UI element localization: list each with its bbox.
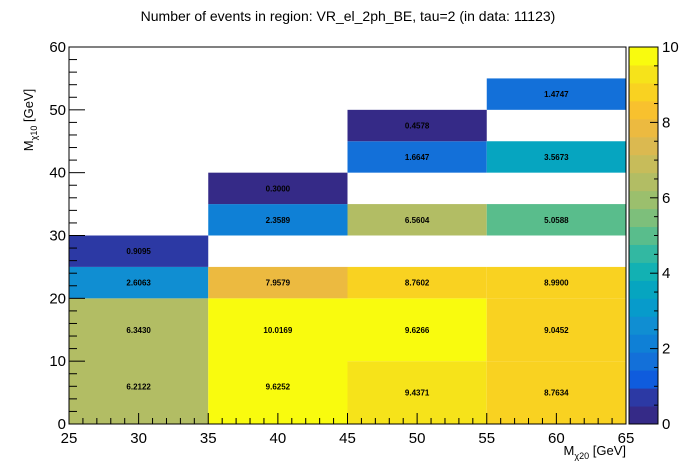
colorbar-swatch: [629, 208, 658, 228]
heatmap-cell: [486, 298, 626, 362]
colorbar-swatch: [629, 64, 658, 84]
colorbar-tick-label: 4: [662, 265, 670, 282]
y-tick-label: 30: [49, 228, 66, 245]
colorbar-swatch: [629, 226, 658, 245]
cell-value-label: 10.0169: [263, 326, 292, 335]
colorbar-swatch: [629, 316, 658, 335]
heatmap-cell: [486, 78, 626, 110]
cell-value-label: 1.6647: [405, 153, 430, 162]
colorbar-tick-label: 0: [662, 416, 670, 433]
colorbar-swatch: [629, 334, 658, 353]
heatmap-cell: [69, 298, 209, 424]
heatmap-cell: [486, 266, 626, 299]
colorbar-tick-label: 8: [662, 114, 670, 131]
colorbar-swatch: [629, 47, 658, 66]
cell-value-label: 1.4747: [544, 90, 569, 99]
colorbar-swatch: [629, 172, 658, 192]
heatmap-cell: [347, 298, 487, 362]
colorbar-tick-label: 2: [662, 341, 670, 358]
colorbar-swatch: [629, 118, 658, 138]
x-tick-label: 35: [200, 430, 217, 447]
y-tick-label: 60: [49, 39, 66, 56]
cell-value-label: 2.6063: [126, 279, 151, 288]
cell-value-label: 5.0588: [544, 216, 569, 225]
colorbar-tick-label: 6: [662, 190, 670, 207]
cell-value-label: 2.3589: [266, 216, 291, 225]
heatmap-cell: [486, 141, 626, 173]
y-tick-label: 20: [49, 290, 66, 307]
heatmap-cell: [69, 266, 209, 299]
axes: 25 30 35 40 45 50 55 60 65 0 10 20 30 40 50 60: [49, 39, 634, 447]
heatmap-cell: [208, 172, 348, 205]
heatmap-cell: [486, 204, 626, 236]
heatmap-cell: [347, 109, 487, 142]
x-tick-label: 50: [409, 430, 426, 447]
cell-value-label: 9.4371: [405, 389, 430, 398]
colorbar-swatch: [629, 190, 658, 210]
colorbar-swatch: [629, 280, 658, 299]
cell-value-label: 0.4578: [405, 122, 430, 131]
y-tick-label: 10: [49, 353, 66, 370]
x-tick-label: 55: [478, 430, 495, 447]
heatmap-cells: [69, 78, 626, 424]
colorbar-swatch: [629, 406, 658, 425]
cell-value-label: 9.0452: [544, 326, 569, 335]
colorbar-swatch: [629, 244, 658, 263]
colorbar-swatch: [629, 100, 658, 120]
cell-value-label: 0.9095: [126, 247, 151, 256]
heatmap-cell: [208, 266, 348, 299]
heatmap-cell-labels: 6.2122 6.3430 2.6063 0.9095 9.6252 10.0169 7.9…: [126, 90, 569, 397]
heatmap-cell: [69, 235, 209, 267]
heatmap-cell: [208, 298, 348, 424]
heatmap-cell: [208, 204, 348, 236]
y-tick-label: 0: [58, 416, 66, 433]
cell-value-label: 6.5604: [405, 216, 430, 225]
colorbar-swatch: [629, 82, 658, 102]
heatmap-cell: [347, 141, 487, 173]
heatmap-cell: [347, 266, 487, 299]
colorbar-swatch: [629, 370, 658, 389]
cell-value-label: 8.9900: [544, 279, 569, 288]
cell-value-label: 9.6252: [266, 382, 291, 391]
cell-value-label: 6.2122: [126, 382, 151, 391]
x-tick-label: 40: [270, 430, 287, 447]
colorbar-swatch: [629, 154, 658, 174]
colorbar-swatch: [629, 262, 658, 281]
cell-value-label: 8.7602: [405, 279, 430, 288]
cell-value-label: 8.7634: [544, 389, 569, 398]
heatmap-cell: [347, 204, 487, 236]
x-tick-label: 65: [618, 430, 635, 447]
x-axis-label: Mχ20 [GeV]: [564, 443, 626, 461]
cell-value-label: 7.9579: [266, 279, 291, 288]
cell-value-label: 3.5673: [544, 153, 569, 162]
y-tick-label: 40: [49, 165, 66, 182]
cell-value-label: 0.3000: [266, 184, 291, 193]
colorbar-swatch: [629, 298, 658, 317]
x-tick-label: 60: [548, 430, 565, 447]
cell-value-label: 9.6266: [405, 326, 430, 335]
colorbar-swatch: [629, 136, 658, 156]
colorbar: 0 2 4 6 8 10: [628, 39, 679, 433]
cell-value-label: 6.3430: [126, 326, 151, 335]
chart-title: Number of events in region: VR_el_2ph_BE…: [141, 8, 556, 24]
colorbar-swatch: [629, 352, 658, 371]
y-tick-label: 50: [49, 102, 66, 119]
x-tick-label: 30: [130, 430, 147, 447]
colorbar-tick-label: 10: [662, 39, 679, 56]
x-tick-label: 45: [339, 430, 356, 447]
x-tick-label: 25: [61, 430, 78, 447]
y-axis-label: Mχ10 [GeV]: [21, 89, 39, 151]
colorbar-swatch: [629, 388, 658, 407]
